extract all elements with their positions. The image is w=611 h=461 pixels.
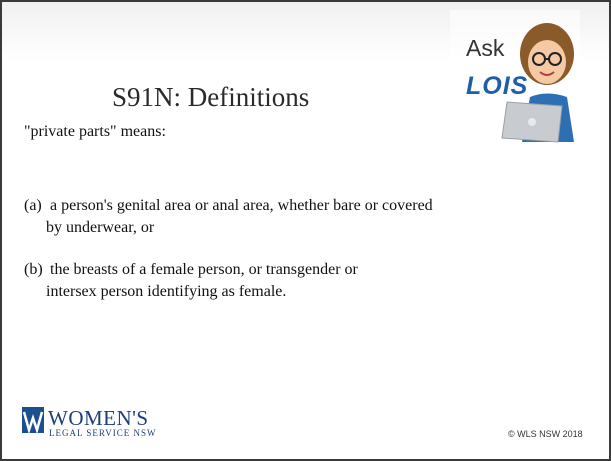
logo-ask: Ask xyxy=(466,35,505,61)
item-text: a person's genital area or anal area, wh… xyxy=(50,197,433,214)
wls-logo-mark xyxy=(22,407,44,435)
logo-lois: LOIS xyxy=(466,72,529,100)
item-text: intersex person identifying as female. xyxy=(46,283,287,300)
item-text: the breasts of a female person, or trans… xyxy=(50,261,358,278)
organization-subtitle: LEGAL SERVICE NSW xyxy=(49,428,157,438)
item-marker: (a) xyxy=(24,197,42,214)
item-text: by underwear, or xyxy=(46,219,155,236)
item-marker: (b) xyxy=(24,261,43,278)
intro-text: "private parts" means: xyxy=(24,123,166,140)
copyright: © WLS NSW 2018 xyxy=(508,429,583,439)
slide-title: S91N: Definitions xyxy=(112,82,310,112)
lois-illustration xyxy=(450,10,580,143)
organization-name: WOMEN'S xyxy=(48,406,149,430)
